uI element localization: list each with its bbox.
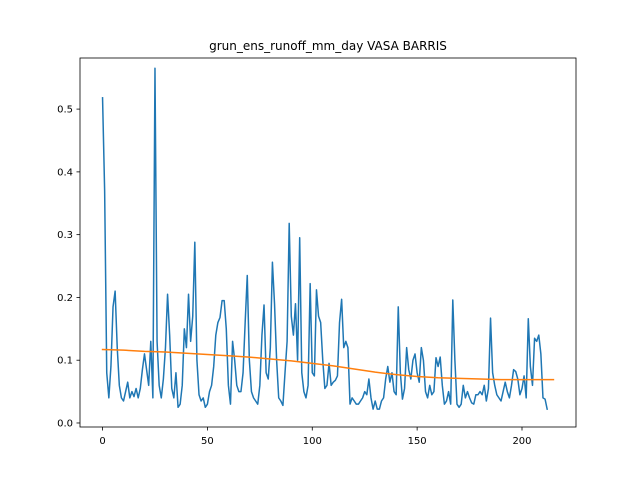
- axes-frame: [79, 57, 577, 428]
- y-tick-label: 0.2: [57, 293, 73, 304]
- y-tick-label: 0.4: [57, 167, 73, 178]
- x-tick-label: 0: [99, 436, 105, 447]
- x-tick-label: 150: [408, 436, 427, 447]
- plot-area: [101, 67, 555, 411]
- chart-title: grun_ens_runoff_mm_day VASA BARRIS: [209, 39, 447, 53]
- y-tick-label: 0.0: [57, 418, 73, 429]
- axes: 0 50 100 150 200 0.0 0.1 0.2 0.3 0.4 0.5: [57, 57, 577, 447]
- x-tick-label: 200: [512, 436, 531, 447]
- series-line-2: [101, 348, 555, 381]
- x-tick-label: 50: [201, 436, 214, 447]
- x-tick-label: 100: [303, 436, 322, 447]
- series-line-1: [101, 67, 549, 411]
- y-tick-label: 0.3: [57, 230, 73, 241]
- y-tick-label: 0.5: [57, 105, 73, 116]
- y-tick-label: 0.1: [57, 356, 73, 367]
